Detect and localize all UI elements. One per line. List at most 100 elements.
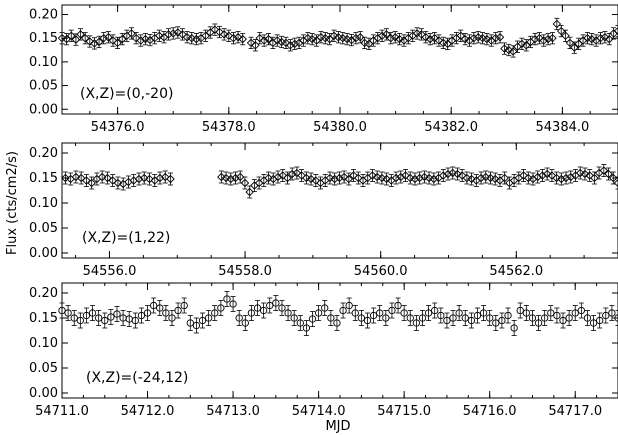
x-tick-label: 54556.0	[83, 264, 137, 279]
data-point	[357, 310, 366, 326]
data-point	[286, 39, 295, 52]
x-tick-label: 54713.0	[206, 404, 260, 419]
y-tick-label: 0.05	[29, 79, 58, 94]
data-point	[104, 31, 113, 44]
x-tick-label: 54716.0	[463, 404, 517, 419]
data-point	[64, 305, 72, 321]
data-point	[565, 36, 575, 49]
y-tick-label: 0.05	[29, 221, 58, 236]
data-point	[162, 305, 170, 321]
data-point	[492, 315, 500, 331]
panel-1-x-axis: 54376.0 54378.0 54380.0 54382.0 54384.0	[61, 5, 618, 135]
data-point	[333, 315, 341, 331]
data-point	[103, 171, 112, 185]
data-point	[377, 171, 387, 185]
data-point	[217, 170, 226, 184]
data-point	[325, 171, 335, 185]
data-point	[534, 315, 543, 331]
data-point	[535, 32, 544, 45]
data-point	[548, 32, 557, 45]
data-point	[500, 42, 509, 55]
data-point	[314, 305, 323, 321]
data-point	[457, 169, 467, 182]
data-point	[443, 167, 453, 181]
panel-2-y-axis: 0.00 0.05 0.10 0.15 0.20	[29, 146, 618, 261]
data-point	[391, 171, 401, 185]
panel-3: 0.00 0.05 0.10 0.15 0.20 54711.0 54712.0 54713…	[29, 282, 618, 419]
data-point	[143, 305, 152, 321]
data-point	[131, 312, 139, 329]
data-point	[117, 33, 127, 46]
data-point	[478, 32, 487, 45]
data-point	[306, 172, 316, 186]
data-point	[62, 33, 71, 46]
data-point	[405, 171, 415, 185]
data-point	[211, 305, 219, 321]
data-point	[342, 33, 352, 46]
data-point	[302, 171, 311, 185]
data-point	[420, 170, 429, 184]
data-point	[235, 310, 243, 326]
data-point	[192, 317, 201, 334]
x-tick-label: 54560.0	[354, 264, 408, 279]
data-point	[349, 169, 358, 182]
data-point	[504, 43, 514, 57]
data-point	[292, 166, 302, 180]
data-point	[510, 320, 518, 336]
data-point	[486, 310, 494, 326]
data-point	[388, 302, 396, 319]
data-point	[556, 24, 566, 38]
data-point	[589, 315, 598, 331]
y-tick-label: 0.05	[29, 361, 58, 376]
data-point	[443, 37, 452, 50]
data-point	[321, 32, 330, 45]
data-point	[473, 307, 482, 324]
data-point	[424, 305, 433, 321]
data-point	[524, 171, 533, 185]
panel-2-frame	[61, 142, 618, 259]
data-point	[547, 169, 557, 182]
data-point	[226, 172, 236, 186]
data-point	[296, 315, 304, 331]
data-point	[382, 28, 391, 41]
data-point	[221, 171, 231, 185]
x-tick-label: 54376.0	[91, 120, 145, 135]
data-point	[418, 310, 427, 326]
data-point	[139, 171, 149, 185]
data-point	[264, 171, 273, 185]
data-point	[613, 176, 618, 190]
data-point	[528, 310, 537, 326]
data-point	[335, 171, 344, 185]
data-point	[547, 305, 555, 321]
data-point	[330, 172, 339, 186]
data-point	[539, 34, 548, 47]
data-point	[283, 171, 292, 185]
data-point	[575, 166, 585, 180]
data-point	[113, 36, 122, 49]
data-point	[566, 170, 576, 184]
data-point	[231, 171, 240, 185]
data-point	[599, 164, 609, 177]
data-point	[382, 310, 390, 326]
data-point	[417, 28, 426, 41]
panel-1-data-points	[57, 17, 618, 58]
data-point	[425, 33, 435, 46]
data-point	[94, 35, 104, 49]
data-point	[284, 305, 292, 321]
data-point	[174, 302, 182, 319]
data-point	[278, 169, 287, 182]
data-point	[223, 291, 231, 307]
data-point	[351, 305, 359, 321]
data-point	[356, 31, 365, 44]
data-point	[410, 172, 420, 186]
data-point	[415, 171, 424, 185]
y-tick-label: 0.20	[29, 7, 58, 22]
data-point	[364, 37, 374, 50]
data-point	[530, 33, 540, 46]
y-tick-label: 0.10	[29, 336, 58, 351]
panel-2-x-axis: 54556.0 54558.0 54560.0 54562.0	[75, 143, 618, 279]
data-point	[431, 302, 439, 319]
data-point	[541, 310, 549, 326]
data-point	[131, 32, 141, 45]
